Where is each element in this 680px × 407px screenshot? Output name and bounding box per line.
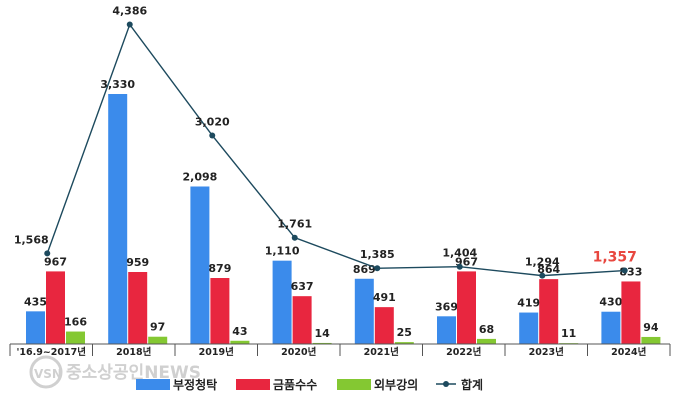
x-axis: '16.9~2017년 2018년 2019년 2020년 2021년 2022년 2023… xyxy=(9,343,671,358)
legend-swatch-외부강의 xyxy=(337,379,371,390)
bar-금품수수-2018년 xyxy=(128,272,148,344)
bar-부정청탁-'16.9~2017년 xyxy=(26,311,45,344)
bar-label-부정청탁-2020년: 1,110 xyxy=(265,245,300,258)
legend: 부정청탁 금품수수 외부강의 합계 xyxy=(136,377,483,392)
legend-item-외부강의: 외부강의 xyxy=(337,377,418,392)
total-point-2019년 xyxy=(209,132,216,139)
bar-금품수수-2022년 xyxy=(457,271,476,344)
bar-label-금품수수-'16.9~2017년: 967 xyxy=(44,255,67,268)
total-point-2022년 xyxy=(456,263,463,270)
x-tick-label-'16.9~2017년: '16.9~2017년 xyxy=(17,346,87,358)
bar-외부강의-2018년 xyxy=(148,336,168,344)
x-tick-label-2023년: 2023년 xyxy=(529,346,564,358)
bar-label-외부강의-2022년: 68 xyxy=(479,323,494,336)
x-tick-label-2020년: 2020년 xyxy=(281,346,316,358)
bar-부정청탁-2020년 xyxy=(272,260,292,344)
legend-label-금품수수: 금품수수 xyxy=(273,378,317,392)
total-point-2018년 xyxy=(126,21,133,28)
x-tick-label-2019년: 2019년 xyxy=(199,346,234,358)
bar-금품수수-2021년 xyxy=(374,307,394,344)
legend-label-부정청탁: 부정청탁 xyxy=(173,377,217,392)
bar-label-외부강의-2024년: 94 xyxy=(643,321,659,334)
bars-layer: 435 3,330 2,098 1,110 869 369 419 430 967 959 879 6… xyxy=(24,78,661,344)
bar-외부강의-2021년 xyxy=(394,342,414,344)
legend-label-외부강의: 외부강의 xyxy=(374,377,418,392)
legend-label-합계: 합계 xyxy=(461,377,483,392)
bar-label-금품수수-2020년: 637 xyxy=(291,280,314,293)
watermark-text: 중소상공인NEWS xyxy=(66,363,201,383)
bar-외부강의-2019년 xyxy=(230,340,250,344)
bar-label-외부강의-2018년: 97 xyxy=(150,321,165,334)
bar-label-외부강의-2020년: 14 xyxy=(314,327,330,340)
legend-item-합계: 합계 xyxy=(436,377,483,392)
total-point-2024년 xyxy=(621,267,628,274)
bar-label-부정청탁-2023년: 419 xyxy=(517,297,540,310)
bar-label-부정청탁-2019년: 2,098 xyxy=(183,170,218,183)
bar-label-외부강의-2019년: 43 xyxy=(232,325,247,338)
total-label-2019년: 3,020 xyxy=(195,115,230,128)
bar-label-부정청탁-2024년: 430 xyxy=(599,296,622,309)
total-label-2023년: 1,294 xyxy=(525,256,560,269)
x-tick-label-2018년: 2018년 xyxy=(116,346,151,358)
total-label-'16.9~2017년: 1,568 xyxy=(14,233,49,246)
legend-swatch-금품수수 xyxy=(236,379,270,390)
bar-부정청탁-2018년 xyxy=(108,94,128,344)
x-tick-label-2021년: 2021년 xyxy=(364,346,399,358)
total-label-2021년: 1,385 xyxy=(360,248,395,261)
bar-금품수수-2019년 xyxy=(210,278,230,344)
bar-금품수수-2020년 xyxy=(292,296,312,344)
watermark: VSN 중소상공인NEWS xyxy=(29,355,201,389)
bar-외부강의-2020년 xyxy=(312,342,332,344)
legend-item-금품수수: 금품수수 xyxy=(236,378,317,392)
bar-부정청탁-2024년 xyxy=(601,311,621,344)
bar-label-부정청탁-2018년: 3,330 xyxy=(100,78,135,91)
bar-label-부정청탁-'16.9~2017년: 435 xyxy=(24,295,47,308)
total-label-2022년: 1,404 xyxy=(442,247,477,260)
bar-부정청탁-2021년 xyxy=(354,278,374,344)
total-label-2018년: 4,386 xyxy=(112,5,147,18)
total-line-layer: 1,568 4,386 3,020 1,761 1,385 1,404 1,294 1,357 xyxy=(14,5,637,279)
bar-label-부정청탁-2022년: 369 xyxy=(435,300,458,313)
watermark-logo-icon xyxy=(29,355,63,389)
total-point-2020년 xyxy=(291,234,298,241)
bar-label-금품수수-2018년: 959 xyxy=(126,256,149,269)
legend-item-부정청탁: 부정청탁 xyxy=(136,377,217,392)
bar-label-부정청탁-2021년: 869 xyxy=(353,263,376,276)
bar-외부강의-2024년 xyxy=(641,336,661,344)
bar-금품수수-2023년 xyxy=(539,279,559,344)
bar-부정청탁-2019년 xyxy=(190,186,210,344)
legend-marker-합계 xyxy=(443,381,449,387)
total-label-2020년: 1,761 xyxy=(277,218,312,231)
x-tick-label-2022년: 2022년 xyxy=(446,346,481,358)
total-line xyxy=(46,23,625,277)
bar-부정청탁-2023년 xyxy=(519,312,539,344)
x-tick-label-2024년: 2024년 xyxy=(611,346,646,358)
bar-label-외부강의-'16.9~2017년: 166 xyxy=(64,316,87,329)
bar-부정청탁-2022년 xyxy=(437,316,456,344)
total-point-2021년 xyxy=(374,265,381,272)
bar-금품수수-2024년 xyxy=(621,281,641,344)
bar-label-금품수수-2021년: 491 xyxy=(373,291,396,304)
total-point-'16.9~2017년 xyxy=(44,250,51,257)
total-point-2023년 xyxy=(539,272,546,279)
bar-외부강의-2022년 xyxy=(477,338,496,344)
legend-swatch-부정청탁 xyxy=(136,379,170,390)
bar-금품수수-'16.9~2017년 xyxy=(46,271,65,344)
total-label-2024년: 1,357 xyxy=(593,250,637,266)
bar-label-금품수수-2019년: 879 xyxy=(208,262,231,275)
bar-label-외부강의-2021년: 25 xyxy=(397,326,412,339)
bar-label-외부강의-2023년: 11 xyxy=(561,327,576,340)
watermark-logo-letters: VSN xyxy=(34,367,62,381)
bar-외부강의-'16.9~2017년 xyxy=(66,331,85,344)
